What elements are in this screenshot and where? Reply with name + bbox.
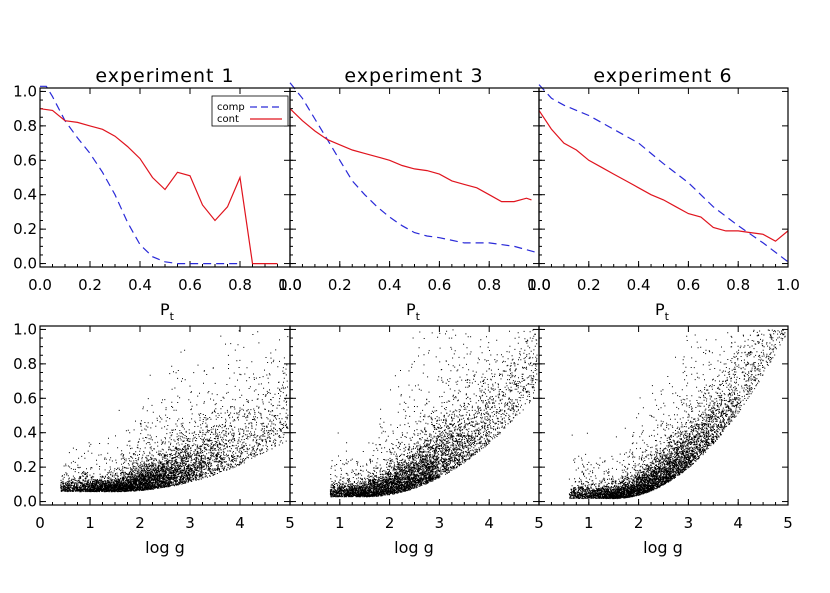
top-xlabel-1: Pt	[160, 300, 175, 323]
x-tick-label: 0.4	[378, 276, 402, 294]
x-tick-label: 0.2	[577, 276, 601, 294]
x-tick-label: 4	[484, 514, 494, 532]
panel-5: 1 2 3 4 5	[289, 325, 544, 532]
svg-text:Pt: Pt	[406, 300, 421, 323]
scatter-point	[329, 329, 538, 498]
x-tick-label: 1	[85, 514, 95, 532]
svg-text:Pt: Pt	[160, 300, 175, 323]
x-tick-label: 0.0	[278, 276, 302, 294]
scatter-points	[60, 330, 289, 493]
x-tick-label: 0	[35, 514, 45, 532]
x-tick-label: 3	[684, 514, 694, 532]
series-line-cont	[289, 108, 532, 203]
top-xlabel-3: Pt	[655, 300, 670, 323]
y-tick-label: 0.0	[13, 255, 37, 273]
panel-1: 0.0 0.2 0.4 0.6 0.8 1.00.00.20.40.60.81.0comp…	[13, 82, 302, 294]
x-tick-label: 1	[335, 514, 345, 532]
series-line-comp	[40, 85, 240, 265]
panel-1-title: experiment 1	[95, 65, 234, 87]
top-xlabel-2-sub: t	[416, 310, 421, 323]
series-line-cont	[538, 110, 789, 242]
x-tick-label: 0.4	[128, 276, 152, 294]
panel-3-title: experiment 6	[593, 65, 732, 87]
panel-3: 0.0 0.2 0.4 0.6 0.8 1.0	[527, 84, 800, 294]
y-tick-label: 0.4	[13, 186, 37, 204]
x-tick-label: 1.0	[278, 276, 302, 294]
y-tick-label: 0.8	[13, 355, 37, 373]
x-tick-label: 3	[185, 514, 195, 532]
bottom-xlabel-1: log g	[145, 538, 185, 557]
scatter-points	[568, 329, 786, 500]
y-tick-label: 0.8	[13, 117, 37, 135]
x-tick-label: 5	[534, 514, 544, 532]
x-tick-label: 5	[783, 514, 793, 532]
top-xlabel-2: Pt	[406, 300, 421, 323]
svg-text:Pt: Pt	[655, 300, 670, 323]
bottom-xlabel-3: log g	[643, 538, 683, 557]
scatter-points	[329, 329, 538, 498]
x-tick-label: 0.2	[78, 276, 102, 294]
legend-label-comp: comp	[217, 102, 245, 113]
x-tick-label: 1	[584, 514, 594, 532]
x-tick-label: 0.8	[477, 276, 501, 294]
top-xlabel-3-main: P	[655, 300, 665, 319]
x-tick-label: 2	[385, 514, 395, 532]
panel-6: 1 2 3 4 5	[538, 325, 793, 532]
plot-frame	[289, 87, 540, 268]
y-tick-label: 0.2	[13, 458, 37, 476]
panel-2: 0.0 0.2 0.4 0.6 0.8 1.0	[278, 82, 551, 294]
plot-frame	[538, 87, 789, 268]
x-tick-label: 0.8	[726, 276, 750, 294]
scatter-point	[568, 329, 786, 500]
series-line-comp	[538, 84, 789, 263]
y-tick-label: 0.6	[13, 151, 37, 169]
x-tick-label: 2	[135, 514, 145, 532]
x-tick-label: 0.6	[178, 276, 202, 294]
y-tick-label: 0.4	[13, 424, 37, 442]
panel-2-title: experiment 3	[344, 65, 483, 87]
top-xlabel-1-sub: t	[170, 310, 175, 323]
x-tick-label: 1.0	[776, 276, 800, 294]
top-xlabel-2-main: P	[406, 300, 416, 319]
y-tick-label: 0.0	[13, 493, 37, 511]
x-tick-label: 4	[235, 514, 245, 532]
scatter-point	[60, 330, 289, 493]
x-tick-label: 4	[733, 514, 743, 532]
y-tick-label: 1.0	[13, 320, 37, 338]
x-tick-label: 0.6	[427, 276, 451, 294]
x-tick-label: 3	[435, 514, 445, 532]
x-tick-label: 0.4	[627, 276, 651, 294]
y-tick-label: 0.6	[13, 389, 37, 407]
x-tick-label: 0.0	[28, 276, 52, 294]
legend-box	[211, 95, 289, 127]
x-tick-label: 0.8	[228, 276, 252, 294]
top-xlabel-1-main: P	[160, 300, 170, 319]
y-tick-label: 0.2	[13, 220, 37, 238]
x-tick-label: 1.0	[527, 276, 551, 294]
y-tick-label: 1.0	[13, 82, 37, 100]
x-tick-label: 0.6	[676, 276, 700, 294]
x-tick-label: 2	[634, 514, 644, 532]
series-line-cont	[39, 108, 278, 265]
legend-label-cont: cont	[217, 114, 239, 125]
panel-4: 0 1 2 3 4 5 0.0 0.2 0.4 0.6 0.8 1.0	[13, 320, 295, 532]
x-tick-label: 0.2	[328, 276, 352, 294]
series-line-comp	[289, 82, 540, 254]
x-tick-label: 5	[285, 514, 295, 532]
plot-frame	[538, 325, 789, 506]
top-xlabel-3-sub: t	[665, 310, 670, 323]
x-tick-label: 0.0	[527, 276, 551, 294]
bottom-xlabel-2: log g	[394, 538, 434, 557]
